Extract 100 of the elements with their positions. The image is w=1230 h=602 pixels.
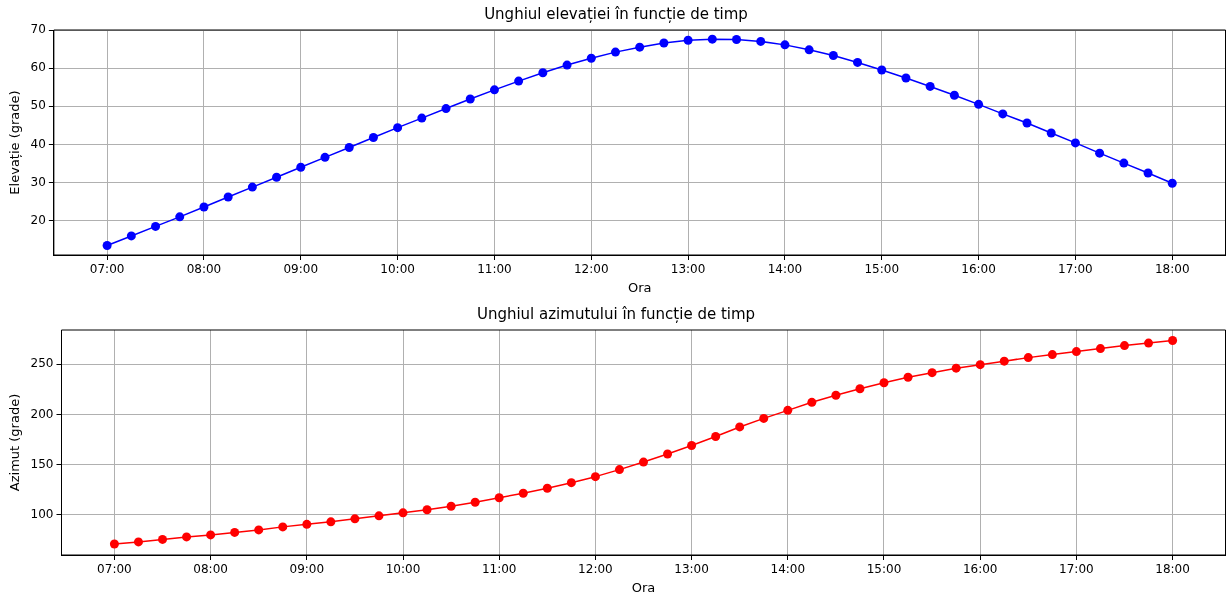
point [223, 192, 233, 202]
point [711, 431, 721, 441]
point [639, 457, 648, 467]
point [610, 47, 620, 57]
point [780, 40, 790, 50]
x-tick-label: 18:00 [1155, 562, 1190, 577]
point [783, 405, 793, 415]
point [614, 465, 624, 475]
x-tick-label: 10:00 [380, 262, 415, 277]
x-tick-label: 14:00 [770, 562, 806, 577]
point [518, 488, 528, 498]
x-tick-label: 09:00 [289, 562, 325, 577]
point [230, 527, 240, 537]
x-tick-label: 15:00 [864, 262, 900, 277]
point [538, 68, 548, 78]
point [102, 240, 112, 250]
point [417, 113, 427, 123]
point [465, 94, 475, 104]
point [489, 85, 499, 95]
point [927, 368, 937, 378]
point [853, 57, 863, 67]
y-tick-label: 50 [30, 98, 46, 113]
x-tick-label: 18:00 [1154, 262, 1190, 277]
y-tick-label: 20 [30, 212, 46, 227]
point [1095, 344, 1105, 354]
point [635, 42, 645, 52]
x-tick-label: 08:00 [193, 562, 228, 577]
x-tick-label: 16:00 [961, 262, 996, 277]
point [879, 378, 889, 388]
x-axis-title: Ora [627, 279, 652, 295]
point [707, 34, 717, 44]
point [133, 537, 143, 547]
point [441, 104, 451, 114]
point [393, 123, 403, 133]
point [278, 522, 288, 532]
point [126, 231, 136, 241]
point [109, 539, 119, 549]
point [368, 133, 378, 143]
y-tick-label: 70 [30, 22, 46, 37]
point [1071, 347, 1081, 357]
x-tick-label: 16:00 [962, 562, 998, 577]
point [659, 38, 669, 48]
point [566, 478, 576, 488]
point [562, 60, 572, 70]
point [350, 514, 360, 524]
point [735, 422, 745, 432]
point [175, 212, 185, 222]
point [326, 517, 336, 527]
x-tick-label: 13:00 [674, 562, 709, 577]
point [422, 505, 432, 515]
y-tick-label: 30 [30, 174, 46, 189]
point [254, 525, 264, 535]
y-axis-title: Azimut (grade) [7, 393, 23, 492]
x-tick-label: 07:00 [97, 562, 132, 577]
x-tick-label: 17:00 [1058, 262, 1093, 277]
point [877, 65, 887, 75]
x-tick-label: 15:00 [866, 562, 902, 577]
point [663, 449, 673, 459]
chart-title: Unghiul azimutului în funcție de timp [476, 304, 756, 323]
point [1070, 138, 1080, 148]
point [514, 76, 524, 86]
y-tick-label: 40 [30, 136, 46, 151]
point [807, 397, 817, 407]
point [949, 90, 959, 100]
x-tick-label: 10:00 [385, 562, 421, 577]
point [1022, 118, 1032, 128]
point [296, 162, 306, 172]
y-tick-label: 60 [30, 60, 46, 75]
point [1168, 336, 1178, 346]
point [951, 363, 961, 373]
x-tick-label: 12:00 [573, 262, 609, 277]
point [804, 45, 814, 55]
point [1119, 341, 1129, 351]
point [206, 530, 216, 540]
point [687, 441, 697, 451]
point [344, 142, 354, 152]
point [199, 202, 209, 212]
point [756, 36, 766, 46]
point [494, 493, 504, 503]
point [1047, 350, 1057, 360]
point [732, 35, 742, 45]
point [182, 532, 192, 542]
x-tick-label: 17:00 [1059, 562, 1094, 577]
point [999, 356, 1009, 366]
point [446, 501, 456, 511]
y-tick-label: 250 [30, 356, 54, 371]
y-tick-label: 100 [30, 506, 54, 521]
point [1023, 353, 1033, 363]
x-axis-title: Ora [631, 579, 656, 595]
point [302, 519, 312, 529]
point [1143, 168, 1153, 178]
y-axis-title: Elevație (grade) [7, 90, 23, 195]
y-tick-label: 150 [30, 456, 54, 471]
point [831, 390, 841, 400]
point [151, 221, 161, 231]
x-tick-label: 11:00 [481, 562, 517, 577]
point [975, 360, 985, 370]
point [1144, 338, 1154, 348]
point [398, 508, 408, 518]
point [1095, 148, 1105, 158]
